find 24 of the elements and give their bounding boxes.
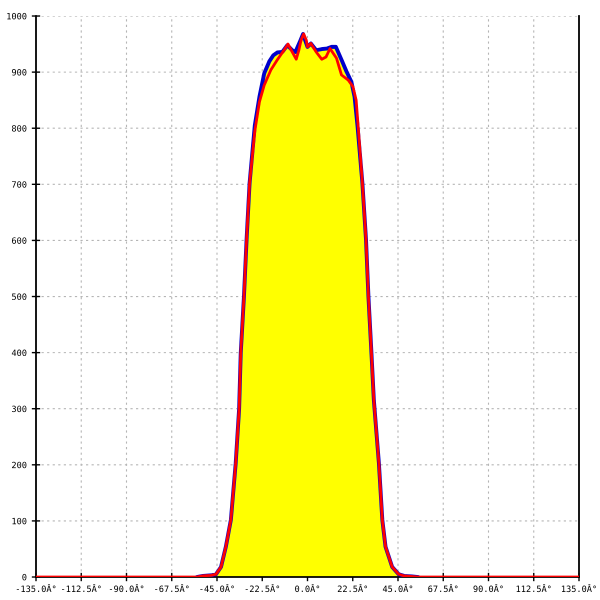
x-tick-label: 67.5Â° xyxy=(428,584,458,592)
y-tick-label: 0 xyxy=(22,574,26,580)
x-tick-label: 135.0Â° xyxy=(562,584,596,592)
x-tick-label: -135.0Â° xyxy=(16,584,56,592)
x-tick-label: -112.5Â° xyxy=(62,584,101,592)
x-tick-label: 45.0Â° xyxy=(382,584,412,592)
x-tick-label: -90.0Â° xyxy=(110,584,144,592)
x-tick-label: -45.0Â° xyxy=(200,584,234,592)
y-tick-label: 200 xyxy=(12,462,26,468)
y-tick-label: 900 xyxy=(12,69,26,76)
y-tick-label: 600 xyxy=(12,237,26,244)
y-tick-label: 700 xyxy=(12,181,26,188)
y-tick-label: 500 xyxy=(12,293,26,300)
x-tick-label: -22.5Â° xyxy=(246,584,280,592)
x-tick-label: 90.0Â° xyxy=(473,584,503,592)
x-tick-label: 112.5Â° xyxy=(516,584,551,592)
y-tick-label: 800 xyxy=(12,125,26,132)
y-tick-label: 300 xyxy=(12,406,26,412)
x-tick-label: 0.0Â° xyxy=(295,584,320,592)
y-tick-label: 1000 xyxy=(7,12,26,20)
y-tick-label: 100 xyxy=(12,518,26,524)
y-tick-label: 400 xyxy=(12,350,26,356)
x-tick-label: 22.5Â° xyxy=(338,584,368,592)
x-tick-label: -67.5Â° xyxy=(155,584,189,592)
